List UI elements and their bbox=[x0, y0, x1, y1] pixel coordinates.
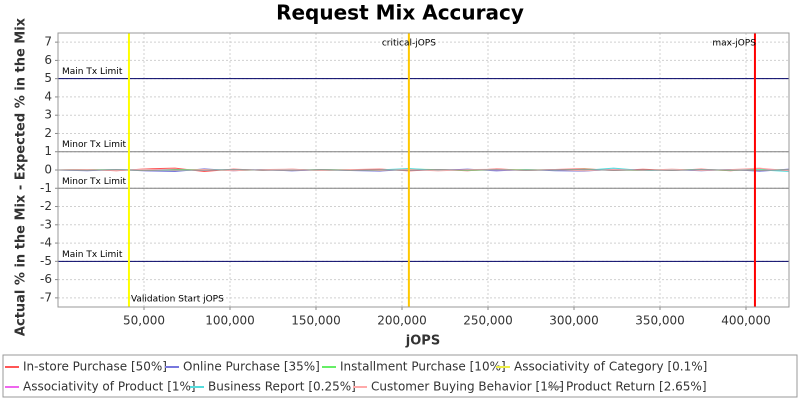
y-tick-label: -7 bbox=[40, 290, 52, 304]
x-tick-label: 150,000 bbox=[291, 314, 341, 328]
legend bbox=[2, 354, 798, 398]
legend-label: Associativity of Product [1%] bbox=[23, 380, 196, 394]
marker-label: critical-jOPS bbox=[382, 39, 436, 49]
plot-border bbox=[57, 32, 790, 308]
x-tick-label: 200,000 bbox=[377, 314, 427, 328]
y-tick-label: -3 bbox=[40, 217, 52, 231]
legend-label: Installment Purchase [10%] bbox=[340, 360, 506, 374]
limit-label: Main Tx Limit bbox=[62, 67, 123, 77]
marker-label: max-jOPS bbox=[712, 39, 756, 49]
x-tick-label: 400,000 bbox=[721, 314, 771, 328]
y-tick-label: 7 bbox=[44, 35, 52, 49]
legend-label: Associativity of Category [0.1%] bbox=[514, 360, 707, 374]
x-tick-label: 100,000 bbox=[205, 314, 255, 328]
y-tick-label: -2 bbox=[40, 199, 52, 213]
x-tick-label: 350,000 bbox=[635, 314, 685, 328]
x-tick-label: 300,000 bbox=[549, 314, 599, 328]
chart-title: Request Mix Accuracy bbox=[276, 1, 524, 25]
y-tick-label: 5 bbox=[44, 71, 52, 85]
x-tick-label: 250,000 bbox=[463, 314, 513, 328]
y-tick-label: -4 bbox=[40, 236, 52, 250]
series-line bbox=[57, 168, 790, 172]
y-tick-label: 2 bbox=[44, 126, 52, 140]
legend-label: In-store Purchase [50%] bbox=[23, 360, 167, 374]
y-tick-label: -5 bbox=[40, 254, 52, 268]
marker-label: Validation Start jOPS bbox=[131, 295, 224, 305]
y-tick-label: 0 bbox=[44, 163, 52, 177]
y-tick-label: 4 bbox=[44, 89, 52, 103]
legend-label: Business Report [0.25%] bbox=[208, 380, 356, 394]
y-tick-label: 1 bbox=[44, 144, 52, 158]
y-tick-label: 6 bbox=[44, 53, 52, 67]
legend-label: Online Purchase [35%] bbox=[183, 360, 320, 374]
legend-label: Product Return [2.65%] bbox=[566, 380, 707, 394]
legend-label: Customer Buying Behavior [1%] bbox=[371, 380, 564, 394]
x-tick-label: 50,000 bbox=[123, 314, 165, 328]
y-tick-label: -1 bbox=[40, 181, 52, 195]
limit-label: Minor Tx Limit bbox=[62, 140, 127, 150]
y-tick-label: -6 bbox=[40, 272, 52, 286]
limit-label: Main Tx Limit bbox=[62, 250, 123, 260]
limit-label: Minor Tx Limit bbox=[62, 177, 127, 187]
y-tick-label: 3 bbox=[44, 108, 52, 122]
y-axis-label: Actual % in the Mix - Expected % in the … bbox=[14, 17, 29, 336]
x-axis-label: jOPS bbox=[405, 334, 440, 349]
